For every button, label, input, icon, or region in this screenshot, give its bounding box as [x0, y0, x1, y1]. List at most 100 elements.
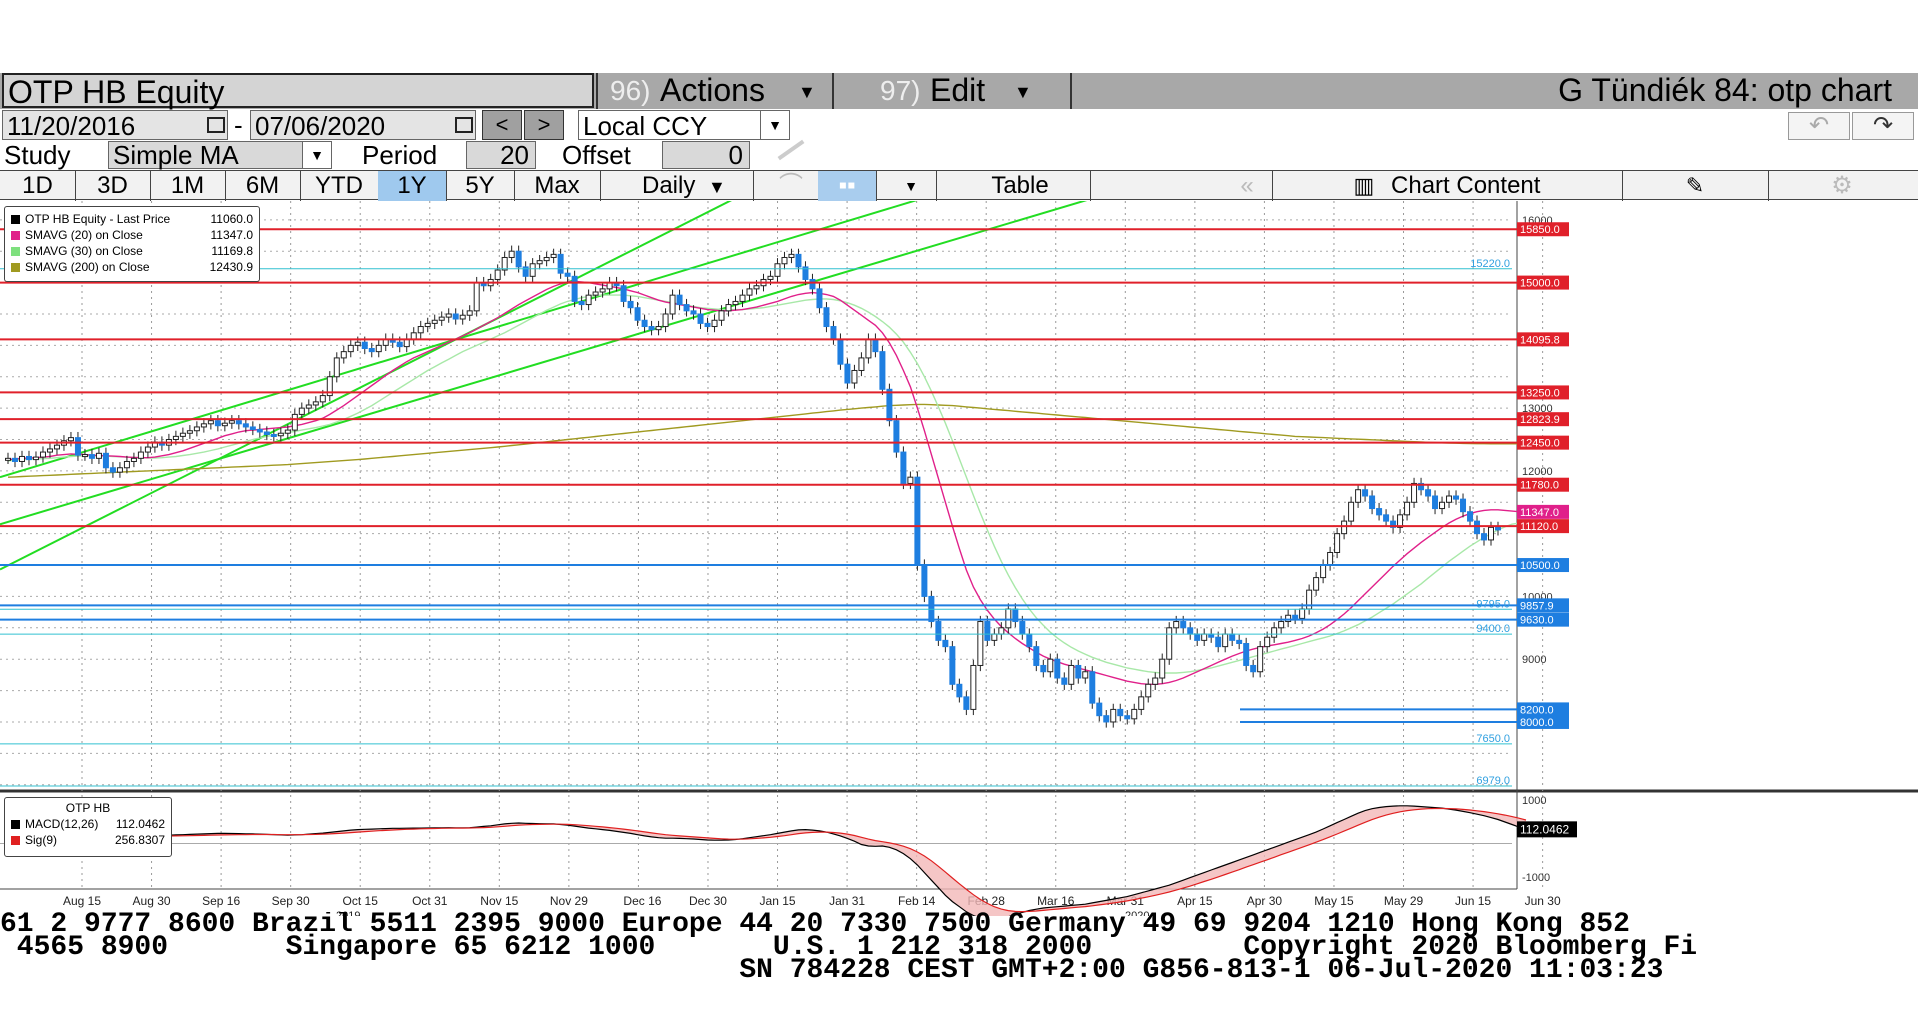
resistance-tag-label: 15850.0: [1520, 224, 1560, 236]
candle-down: [1383, 514, 1390, 522]
candle-up: [172, 435, 179, 441]
macd-legend-row: Sig(9) 256.8307: [11, 832, 165, 848]
table-button[interactable]: Table: [950, 171, 1091, 201]
candle-up: [767, 275, 774, 280]
candle-down: [1425, 489, 1432, 497]
candle-up: [1047, 658, 1054, 673]
edit-menu[interactable]: 97) Edit ▼: [832, 73, 1072, 109]
candle-down: [1054, 658, 1061, 679]
currency-value: Local CCY: [583, 111, 708, 141]
collapse-button[interactable]: «: [1222, 171, 1273, 201]
tab-ytd[interactable]: YTD: [300, 171, 379, 201]
gear-icon[interactable]: ⚙: [1831, 172, 1853, 199]
candle-up: [781, 256, 788, 265]
candle-up: [326, 376, 333, 397]
candle-down: [648, 326, 655, 331]
candle-up: [284, 429, 291, 434]
candle-up: [494, 269, 501, 280]
candle-down: [214, 420, 221, 427]
undo-button[interactable]: ↶: [1788, 112, 1850, 140]
calendar-icon[interactable]: [207, 117, 225, 133]
candle-down: [1180, 621, 1187, 629]
candle-up: [5, 457, 11, 461]
support-tag-label: 8200.0: [1520, 704, 1554, 716]
next-period-button[interactable]: >: [524, 110, 564, 140]
candle-up: [907, 476, 914, 484]
chart-content-icon: ▥: [1353, 173, 1375, 198]
candle-up: [1222, 633, 1229, 648]
candle-up: [333, 357, 340, 378]
period-field[interactable]: 20: [466, 141, 536, 169]
candle-down: [1376, 508, 1383, 516]
currency-select[interactable]: Local CCY ▼: [578, 110, 790, 140]
tab-6m[interactable]: 6M: [225, 171, 301, 201]
tab-1d[interactable]: 1D: [0, 171, 76, 201]
chart-content-button[interactable]: ▥ Chart Content: [1272, 171, 1623, 201]
tab-3d[interactable]: 3D: [75, 171, 151, 201]
candle-up: [998, 627, 1005, 635]
tab-1y[interactable]: 1Y: [378, 171, 447, 201]
prev-period-button[interactable]: <: [482, 110, 522, 140]
candle-up: [536, 260, 543, 265]
candle-down: [1187, 627, 1194, 635]
line-chart-button[interactable]: ⌒: [764, 171, 819, 201]
candle-down: [963, 696, 970, 710]
chart-type-dropdown[interactable]: ▼: [886, 171, 937, 201]
price-legend-row: OTP HB Equity - Last Price 11060.0: [11, 211, 253, 227]
resistance-tag: [1517, 275, 1569, 290]
support-tag: [1517, 598, 1569, 613]
security-name: OTP HB Equity: [8, 74, 225, 110]
candle-up: [137, 451, 144, 459]
x-tick-label: Jun 15: [1455, 894, 1491, 908]
macd-legend-title: OTP HB: [65, 801, 111, 815]
chevron-down-icon: ▼: [302, 142, 331, 168]
candle-up: [991, 633, 998, 641]
trend-line-lower-2: [0, 201, 732, 571]
candle-up: [977, 621, 984, 666]
end-date-field[interactable]: 07/06/2020: [250, 110, 476, 140]
frequency-select[interactable]: Daily ▼: [630, 171, 754, 201]
candle-up: [1327, 551, 1334, 566]
candle-up: [1313, 577, 1320, 591]
actions-menu[interactable]: 96) Actions ▼: [596, 73, 832, 109]
candle-down: [1061, 677, 1068, 685]
x-tick-label: Oct 15: [343, 894, 379, 908]
edit-chart-icon[interactable]: ✎: [1622, 171, 1769, 201]
price-legend-row: SMAVG (200) on Close 12430.9: [11, 259, 253, 275]
candle-down: [256, 428, 263, 433]
price-legend-items: OTP HB Equity - Last Price 11060.0 SMAVG (…: [11, 211, 253, 275]
sma20-line: [7, 280, 1527, 685]
range-tabs: 1D 3D 1M 6M YTD 1Y 5Y Max: [0, 171, 630, 201]
x-tick-label: Jan 31: [829, 894, 865, 908]
x-tick-label: Nov 15: [480, 894, 518, 908]
security-field[interactable]: OTP HB Equity: [2, 73, 594, 110]
pencil-icon[interactable]: [777, 139, 805, 161]
candle-up: [1005, 608, 1012, 629]
tab-max[interactable]: Max: [514, 171, 601, 201]
resistance-tag-label: 15000.0: [1520, 278, 1560, 290]
candle-down: [914, 476, 921, 566]
resistance-tag: [1517, 477, 1569, 492]
bar-chart-button[interactable]: ▪▪: [818, 171, 877, 201]
candle-up: [1264, 636, 1271, 648]
candle-up: [1285, 614, 1292, 623]
price-legend-value: 11347.0: [210, 228, 254, 242]
tab-1m[interactable]: 1M: [150, 171, 226, 201]
candle-down: [942, 639, 949, 648]
offset-field[interactable]: 0: [662, 141, 750, 169]
calendar-icon[interactable]: [455, 117, 473, 133]
candle-up: [669, 294, 676, 315]
tab-5y[interactable]: 5Y: [446, 171, 515, 201]
support-tag: [1517, 612, 1569, 627]
candle-up: [543, 256, 550, 262]
study-select[interactable]: Simple MA ▼: [108, 141, 332, 169]
offset-value: 0: [728, 140, 743, 170]
candle-up: [340, 351, 347, 359]
candle-down: [1243, 643, 1250, 666]
candle-up: [970, 664, 977, 710]
candle-up: [550, 253, 557, 258]
price-chart[interactable]: Aug 15 Aug 30 Sep 16 Sep 30 Oct 15 Oct 31 Nov …: [0, 201, 1918, 916]
candle-down: [872, 338, 879, 353]
start-date-field[interactable]: 11/20/2016: [2, 110, 228, 140]
redo-button[interactable]: ↷: [1852, 112, 1914, 140]
